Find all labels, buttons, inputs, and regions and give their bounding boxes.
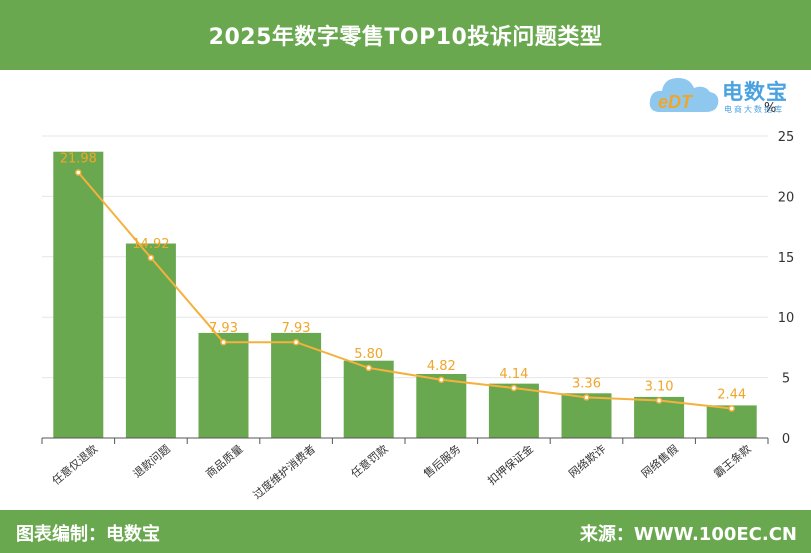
- line-point: [365, 364, 372, 372]
- y-tick-label: 5: [782, 372, 790, 387]
- data-label: 4.14: [499, 367, 528, 382]
- line-point: [728, 405, 735, 412]
- footer-credit: 图表编制：电数宝: [16, 524, 160, 545]
- y-tick-label: 15: [778, 251, 795, 266]
- line-point: [220, 338, 227, 346]
- data-label: 5.80: [354, 347, 383, 362]
- x-tick-label: 任意罚款: [348, 442, 391, 481]
- bar: [488, 383, 539, 438]
- line-point: [75, 169, 82, 176]
- x-tick-label: 售后服务: [421, 442, 464, 481]
- bar-series: [53, 151, 757, 438]
- line-point: [292, 338, 300, 346]
- line-point: [583, 394, 590, 401]
- x-tick-label: 商品质量: [203, 442, 246, 481]
- line-path: [77, 171, 732, 410]
- bar: [561, 393, 612, 438]
- line-point: [510, 384, 518, 392]
- bar: [125, 243, 176, 438]
- chart-canvas: 0 5 10 15 20 25 任意仅退款 退款问题 商品质量 过度维护消费者 任意罚款 售后服务 扣押…: [41, 130, 795, 502]
- data-label: 2.44: [717, 388, 746, 403]
- chart-title: 2025年数字零售TOP10投诉问题类型: [208, 25, 603, 50]
- line-point: [438, 376, 445, 384]
- y-axis-unit: %: [764, 101, 777, 116]
- data-label: 3.10: [645, 380, 674, 395]
- data-label: 7.93: [209, 321, 238, 336]
- data-label: 21.98: [60, 151, 97, 166]
- chart-footer: 图表编制：电数宝 来源：WWW.100EC.CN: [0, 510, 811, 553]
- x-tick-label: 网络欺诈: [566, 442, 609, 481]
- line-series: [75, 169, 735, 412]
- footer-source: 来源：WWW.100EC.CN: [579, 524, 797, 545]
- y-tick-label: 10: [778, 311, 795, 326]
- data-labels: 21.98 14.92 7.93 7.93 5.80 4.82 4.14 3.36 3.10 2.…: [60, 151, 746, 402]
- x-tick-label: 霸王条款: [711, 442, 754, 481]
- cloud-logo-icon: eDT: [649, 78, 719, 112]
- line-point: [147, 254, 155, 262]
- line-point: [655, 397, 663, 404]
- y-tick-label: 0: [782, 432, 790, 447]
- x-tick-label: 过度维护消费者: [250, 442, 318, 502]
- bar: [343, 360, 394, 438]
- x-tick-label: 任意仅退款: [49, 442, 100, 488]
- x-tick-label: 退款问题: [130, 442, 173, 481]
- logo-subtitle: 电商大数据库: [724, 105, 784, 114]
- data-label: 14.92: [132, 237, 169, 252]
- bar: [53, 151, 104, 438]
- data-label: 3.36: [572, 376, 601, 391]
- bar: [271, 332, 322, 438]
- y-tick-label: 20: [778, 190, 795, 205]
- chart-header: 2025年数字零售TOP10投诉问题类型: [0, 0, 811, 70]
- y-tick-label: 25: [778, 130, 795, 145]
- bar: [198, 332, 249, 438]
- x-tick-label: 扣押保证金: [485, 442, 536, 488]
- logo-name: 电数宝: [722, 80, 788, 104]
- x-tick-label: 网络售假: [638, 442, 681, 481]
- data-label: 7.93: [282, 321, 311, 336]
- logo-mark: eDT: [658, 92, 694, 112]
- data-label: 4.82: [427, 359, 456, 374]
- bar: [416, 373, 467, 438]
- brand-logo: eDT 电数宝 电商大数据库: [648, 66, 808, 120]
